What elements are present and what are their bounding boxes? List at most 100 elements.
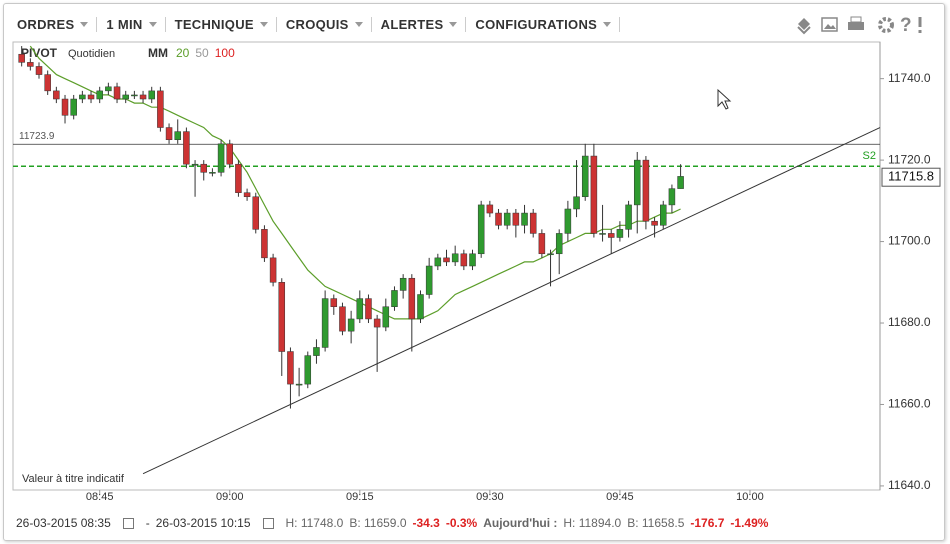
candle-body xyxy=(425,265,433,295)
candle-body xyxy=(226,143,233,165)
candle-body xyxy=(373,318,381,328)
candle-body xyxy=(79,94,86,100)
menu[interactable]: 1 MIN xyxy=(97,16,166,32)
candle-body xyxy=(356,298,364,320)
candle-body xyxy=(148,90,155,100)
candle-body xyxy=(651,220,658,226)
menu[interactable]: CONFIGURATIONS xyxy=(466,16,621,32)
today-low: B: 11658.5 xyxy=(627,516,685,530)
y-tick-label: 11640.0 xyxy=(888,478,931,492)
candle-body xyxy=(538,233,546,255)
candle-body xyxy=(53,90,60,100)
candle-body xyxy=(183,131,190,165)
calendar-icon[interactable] xyxy=(122,517,134,529)
menu-label[interactable]: ORDRES xyxy=(17,16,75,32)
candle-body xyxy=(269,257,277,283)
candle-body xyxy=(434,257,442,267)
moving-average xyxy=(29,45,681,320)
y-tick-label: 11720.0 xyxy=(888,152,931,166)
candle-body xyxy=(295,383,303,386)
candle-body xyxy=(660,204,667,226)
y-tick-label: 11740.0 xyxy=(888,71,931,85)
candle-body xyxy=(96,90,103,100)
low: B: 11659.0 xyxy=(349,516,407,530)
menu[interactable]: ALERTES xyxy=(372,16,467,32)
candle-body xyxy=(503,212,511,226)
candle-body xyxy=(677,176,684,189)
menu-label[interactable]: ALERTES xyxy=(380,16,444,32)
candle-body xyxy=(209,172,216,174)
from: 26-03-2015 08:35 xyxy=(16,516,111,530)
print-icon-top xyxy=(850,16,862,23)
calendar-icon[interactable] xyxy=(262,517,274,529)
settings-icon[interactable] xyxy=(878,17,894,33)
s2-label: S2 xyxy=(863,150,876,162)
candle-body xyxy=(399,277,407,291)
legend-entry: 20 xyxy=(176,46,190,60)
note: Valeur à titre indicatif xyxy=(22,473,125,485)
high: H: 11748.0 xyxy=(285,516,344,530)
candle-body xyxy=(87,94,95,100)
candle-body xyxy=(408,277,416,320)
help-icon[interactable]: ? xyxy=(900,15,912,36)
chart-subtitle: Quotidien xyxy=(68,48,115,60)
candle-body xyxy=(235,163,242,193)
candle-body xyxy=(599,233,606,235)
candle-body xyxy=(157,90,164,128)
menu[interactable]: ORDRES xyxy=(8,16,98,32)
candle-body xyxy=(642,159,650,222)
candle-body xyxy=(165,127,173,140)
window xyxy=(3,3,945,541)
candle-body xyxy=(278,282,286,352)
today-change-pct: -1.49% xyxy=(730,516,769,530)
x-tick-label: 09:00 xyxy=(216,491,244,503)
today: Aujourd'hui : xyxy=(483,516,558,530)
menu[interactable]: TECHNIQUE xyxy=(166,16,277,32)
today-change: -176.7 xyxy=(690,516,725,530)
candle-body xyxy=(70,98,77,116)
candle-body xyxy=(564,208,572,234)
candle-body xyxy=(261,229,268,259)
menu-label[interactable]: CONFIGURATIONS xyxy=(475,16,598,32)
candle-body xyxy=(44,74,51,92)
candle-body xyxy=(339,306,346,332)
last-price-box xyxy=(881,167,941,187)
candle-body xyxy=(321,298,329,348)
candle-body xyxy=(668,188,676,206)
candle-body xyxy=(417,294,424,320)
candle-body xyxy=(382,306,390,328)
layers-icon[interactable] xyxy=(797,18,811,35)
menu-label[interactable]: 1 MIN xyxy=(106,16,143,32)
trend-line xyxy=(142,127,881,475)
candle-body xyxy=(217,143,225,173)
candle-body xyxy=(451,253,459,263)
menu-label[interactable]: TECHNIQUE xyxy=(174,16,254,32)
x-tick-label: 09:45 xyxy=(606,491,634,503)
caret xyxy=(354,21,363,27)
candle-body xyxy=(243,192,251,198)
toolbar: ORDRES 1 MIN TECHNIQUE CROQUIS ALERTES C… xyxy=(8,8,621,40)
x-tick-label: 08:45 xyxy=(86,491,114,503)
candle-body xyxy=(486,204,494,214)
candle-body xyxy=(607,233,615,238)
dash: - xyxy=(145,516,150,530)
caret xyxy=(259,21,268,27)
candle-body xyxy=(200,163,207,173)
menu[interactable]: CROQUIS xyxy=(277,16,372,32)
candle-body xyxy=(304,355,312,385)
candle-body xyxy=(477,204,485,255)
caret xyxy=(603,21,612,27)
menu-label[interactable]: CROQUIS xyxy=(285,16,349,32)
candle-body xyxy=(131,94,138,97)
candle-body xyxy=(105,86,112,92)
print-icon[interactable] xyxy=(848,22,864,30)
footer: 26-03-2015 08:35 - 26-03-2015 10:15 H: 1… xyxy=(16,516,768,530)
legend-entry: 50 xyxy=(195,46,209,60)
image-icon[interactable] xyxy=(821,17,838,32)
candle-body xyxy=(512,212,520,226)
toolbar-icons: ? xyxy=(797,15,922,36)
caret xyxy=(80,21,89,27)
y-tick-label: 11660.0 xyxy=(888,397,931,411)
caret xyxy=(449,21,458,27)
change-pct: -0.3% xyxy=(445,516,478,530)
